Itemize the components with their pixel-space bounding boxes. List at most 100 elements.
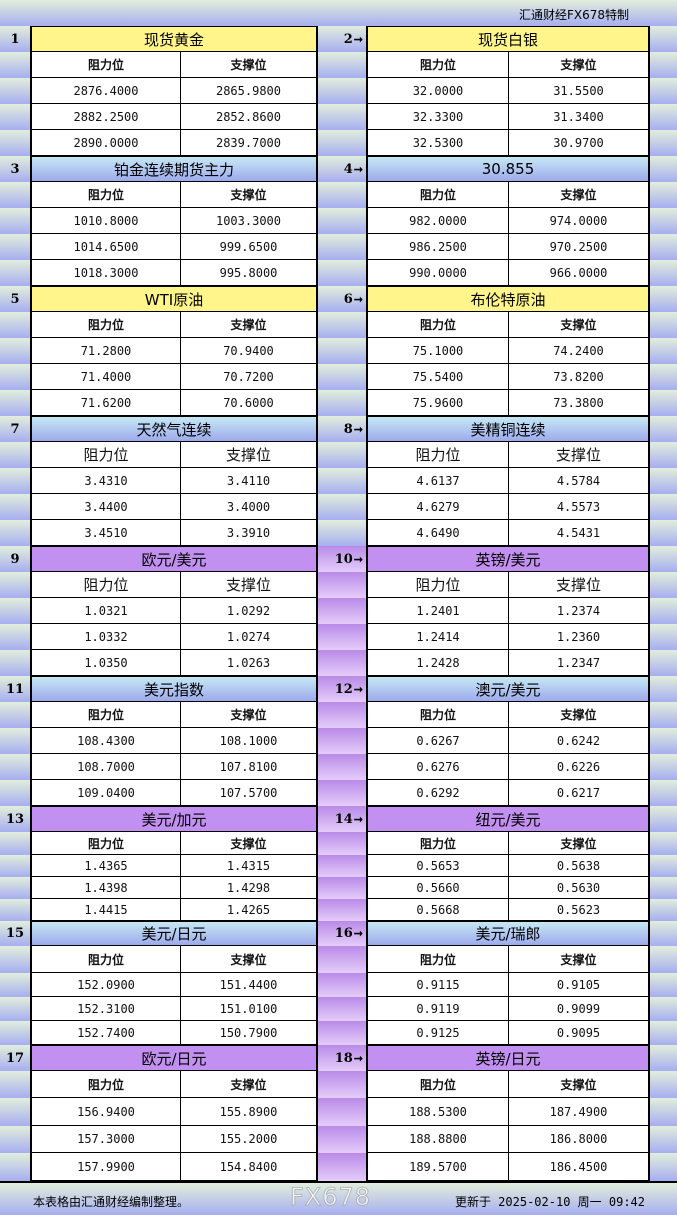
row-number: 9 [10,551,20,567]
support-value: 2839.7000 [181,130,316,156]
resistance-value: 0.9125 [368,1021,509,1045]
left-table: 欧元/美元 [30,546,316,572]
row-number: 15 [5,926,25,941]
left-table: 2876.4000 2865.9800 [30,78,316,104]
left-table: 109.0400 107.5700 [30,780,316,806]
right-table: 4.6279 4.5573 [368,494,648,520]
middle-column [316,997,368,1021]
middle-column [316,780,368,806]
section-header-row: 1 现货黄金 2 ➞ 现货白银 [0,26,677,52]
section-header-row: 5 WTI原油 6 ➞ 布伦特原油 [0,286,677,312]
middle-column [316,877,368,899]
resistance-value: 1.4365 [32,855,181,877]
right-strip [648,832,677,855]
row-number: 18 [334,1050,353,1066]
support-header: 支撑位 [181,946,316,973]
table-row: 阻力位 支撑位 阻力位 支撑位 [0,52,677,78]
row-number [0,494,30,520]
row-number [0,702,30,728]
section-header-row: 13 美元/加元 14 ➞ 纽元/美元 [0,806,677,832]
middle-column [316,899,368,921]
right-strip [648,338,677,364]
left-table: 71.6200 70.6000 [30,390,316,416]
support-header: 支撑位 [181,182,316,208]
right-strip [648,598,677,624]
support-value: 966.0000 [509,260,648,286]
resistance-value: 32.5300 [368,130,509,156]
resistance-value: 4.6137 [368,468,509,494]
middle-column [316,52,368,78]
right-table: 4.6137 4.5784 [368,468,648,494]
table-row: 71.2800 70.9400 75.1000 74.2400 [0,338,677,364]
left-table: 1010.8000 1003.3000 [30,208,316,234]
middle-column [316,624,368,650]
resistance-header: 阻力位 [32,52,181,78]
support-value: 31.3400 [509,104,648,130]
resistance-value: 2882.2500 [32,104,181,130]
instrument-title: 美元指数 [32,676,316,702]
support-value: 154.8400 [181,1153,316,1181]
row-number [0,312,30,338]
support-value: 1.2360 [509,624,648,650]
left-table: 71.2800 70.9400 [30,338,316,364]
middle-column [316,754,368,780]
support-value: 186.4500 [509,1153,648,1181]
row-number: 10 [334,551,353,567]
instrument-title: 美精铜连续 [368,416,648,442]
middle-column [316,494,368,520]
left-table: 阻力位 支撑位 [30,946,316,973]
resistance-value: 0.9119 [368,997,509,1021]
row-number [0,338,30,364]
resistance-value: 108.7000 [32,754,181,780]
right-strip [648,494,677,520]
left-table: 阻力位 支撑位 [30,572,316,598]
table-row: 3.4310 3.4110 4.6137 4.5784 [0,468,677,494]
row-number: 5 [10,291,20,307]
support-value: 0.6226 [509,754,648,780]
support-value: 0.5638 [509,855,648,877]
middle-column [316,598,368,624]
resistance-value: 189.5700 [368,1153,509,1181]
table-row: 152.0900 151.4400 0.9115 0.9105 [0,973,677,997]
table-row: 1.4398 1.4298 0.5660 0.5630 [0,877,677,899]
right-strip [648,754,677,780]
support-value: 1.2374 [509,598,648,624]
footer-note: 本表格由汇通财经编制整理。 [33,1195,190,1209]
right-table: 1.2428 1.2347 [368,650,648,676]
resistance-header: 阻力位 [32,182,181,208]
table-row: 152.3100 151.0100 0.9119 0.9099 [0,997,677,1021]
resistance-value: 1010.8000 [32,208,181,234]
right-strip [648,442,677,468]
row-number [0,598,30,624]
right-table: 1.2401 1.2374 [368,598,648,624]
left-table: 阻力位 支撑位 [30,52,316,78]
support-header: 支撑位 [509,442,648,468]
right-table: 布伦特原油 [368,286,648,312]
row-number [0,624,30,650]
right-strip [648,1045,677,1071]
resistance-value: 71.6200 [32,390,181,416]
resistance-value: 188.8800 [368,1126,509,1153]
row-number [0,728,30,754]
table-row: 157.9900 154.8400 189.5700 186.4500 [0,1153,677,1181]
resistance-value: 1.2428 [368,650,509,676]
footer: 本表格由汇通财经编制整理。 更新于 2025-02-10 周一 09:42 [0,1181,677,1215]
resistance-value: 188.5300 [368,1098,509,1126]
resistance-value: 152.0900 [32,973,181,997]
right-table: 0.9125 0.9095 [368,1021,648,1045]
right-table: 75.5400 73.8200 [368,364,648,390]
right-strip [648,624,677,650]
support-value: 999.6500 [181,234,316,260]
support-value: 1.4298 [181,877,316,899]
left-table: 现货黄金 [30,26,316,52]
support-header: 支撑位 [509,52,648,78]
instrument-title: 澳元/美元 [368,676,648,702]
support-value: 4.5573 [509,494,648,520]
resistance-value: 3.4400 [32,494,181,520]
brand-label: 汇通财经FX678特制 [518,8,629,22]
table-row: 1.4365 1.4315 0.5653 0.5638 [0,855,677,877]
support-value: 1.4265 [181,899,316,921]
right-strip [648,312,677,338]
support-value: 1.4315 [181,855,316,877]
support-header: 支撑位 [509,946,648,973]
